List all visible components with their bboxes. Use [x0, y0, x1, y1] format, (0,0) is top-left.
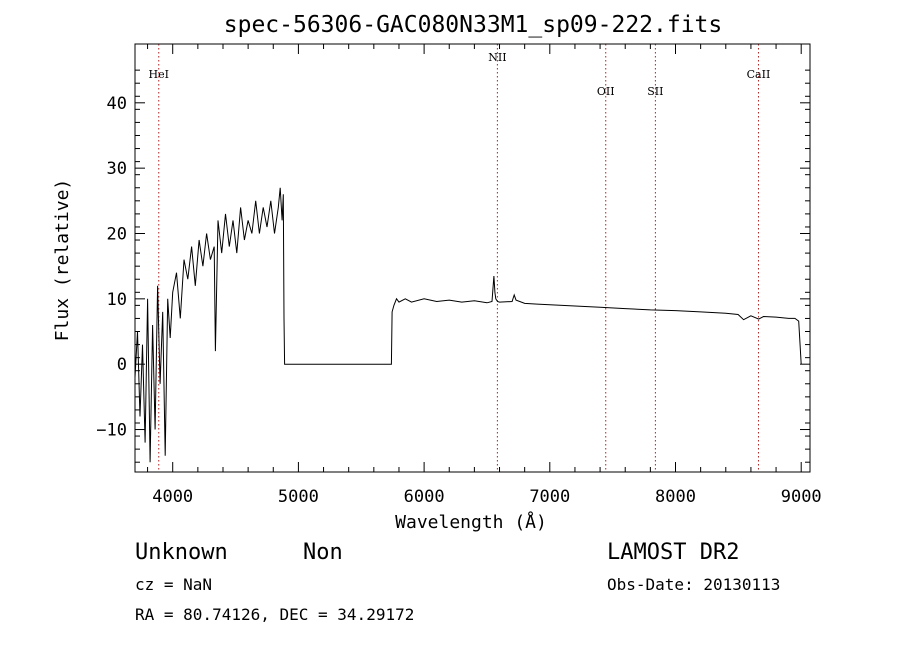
- plot-frame: [134, 43, 811, 473]
- y-tick-label: 30: [107, 159, 127, 179]
- spectrum-series: [134, 187, 802, 463]
- x-tick-label: 6000: [404, 487, 445, 507]
- y-tick-label: 20: [107, 224, 127, 244]
- line-label-oii: OII: [597, 85, 615, 98]
- line-label-hei: HeI: [149, 68, 169, 81]
- line-label-caii: CaII: [747, 68, 771, 81]
- survey-name: LAMOST DR2: [607, 540, 739, 565]
- coordinates: RA = 80.74126, DEC = 34.29172: [135, 605, 414, 624]
- x-axis-ticks: 4000 5000 6000 7000 8000 9000: [147, 44, 822, 507]
- x-tick-label: 5000: [278, 487, 319, 507]
- y-tick-label: 10: [107, 290, 127, 310]
- x-tick-label: 9000: [781, 487, 822, 507]
- x-tick-label: 4000: [152, 487, 193, 507]
- observation-date: Obs-Date: 20130113: [607, 575, 780, 594]
- y-tick-label: −10: [96, 421, 127, 441]
- y-tick-label: 40: [107, 94, 127, 114]
- y-axis-ticks: −10 0 10 20 30 40: [96, 69, 810, 463]
- x-axis-label: Wavelength (Å): [395, 511, 547, 533]
- x-tick-label: 7000: [529, 487, 570, 507]
- x-tick-label: 8000: [655, 487, 696, 507]
- spectrum-line-0: [134, 187, 802, 463]
- line-label-nii: NII: [488, 51, 506, 64]
- y-axis-label: Flux (relative): [52, 179, 73, 342]
- y-tick-label: 0: [117, 355, 127, 375]
- object-subclass: Non: [303, 540, 343, 565]
- redshift-value: cz = NaN: [135, 575, 212, 594]
- line-label-sii: SII: [647, 85, 663, 98]
- object-class: Unknown: [135, 540, 228, 565]
- emission-line-markers: HeI NII OII SII CaII: [149, 44, 771, 472]
- chart-title: spec-56306-GAC080N33M1_sp09-222.fits: [224, 12, 723, 38]
